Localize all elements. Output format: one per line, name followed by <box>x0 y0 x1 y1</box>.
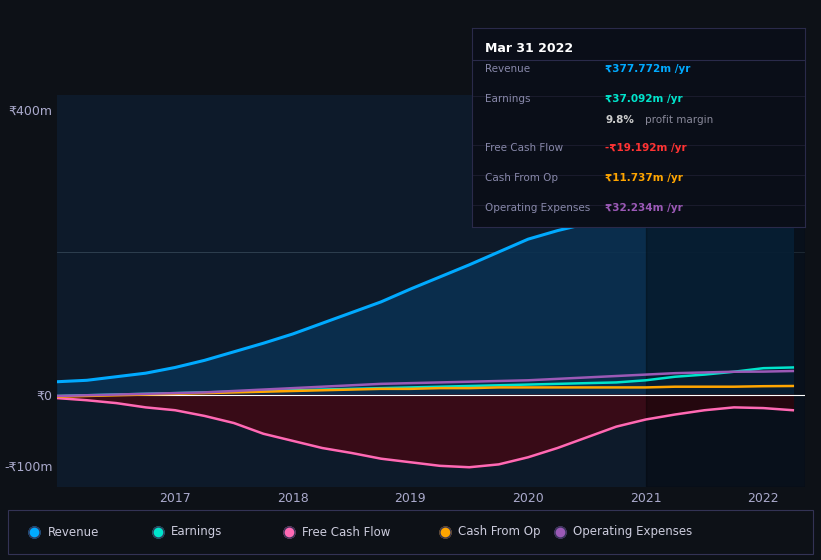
Text: Cash From Op: Cash From Op <box>485 173 558 183</box>
Text: ₹32.234m /yr: ₹32.234m /yr <box>605 203 683 213</box>
Text: Free Cash Flow: Free Cash Flow <box>485 143 563 153</box>
Text: Free Cash Flow: Free Cash Flow <box>302 525 391 539</box>
Bar <box>8 510 813 554</box>
Text: Earnings: Earnings <box>485 94 531 104</box>
Text: Revenue: Revenue <box>485 64 530 74</box>
Text: Operating Expenses: Operating Expenses <box>485 203 590 213</box>
Bar <box>646 95 805 487</box>
Text: Mar 31 2022: Mar 31 2022 <box>485 42 574 55</box>
Text: Earnings: Earnings <box>171 525 222 539</box>
Text: Operating Expenses: Operating Expenses <box>573 525 692 539</box>
Text: -₹19.192m /yr: -₹19.192m /yr <box>605 143 686 153</box>
Text: ₹11.737m /yr: ₹11.737m /yr <box>605 173 683 183</box>
Text: ₹37.092m /yr: ₹37.092m /yr <box>605 94 683 104</box>
Text: 9.8%: 9.8% <box>605 115 634 125</box>
Text: profit margin: profit margin <box>645 115 713 125</box>
Text: Revenue: Revenue <box>48 525 99 539</box>
Text: ₹377.772m /yr: ₹377.772m /yr <box>605 64 690 74</box>
Text: Cash From Op: Cash From Op <box>458 525 540 539</box>
